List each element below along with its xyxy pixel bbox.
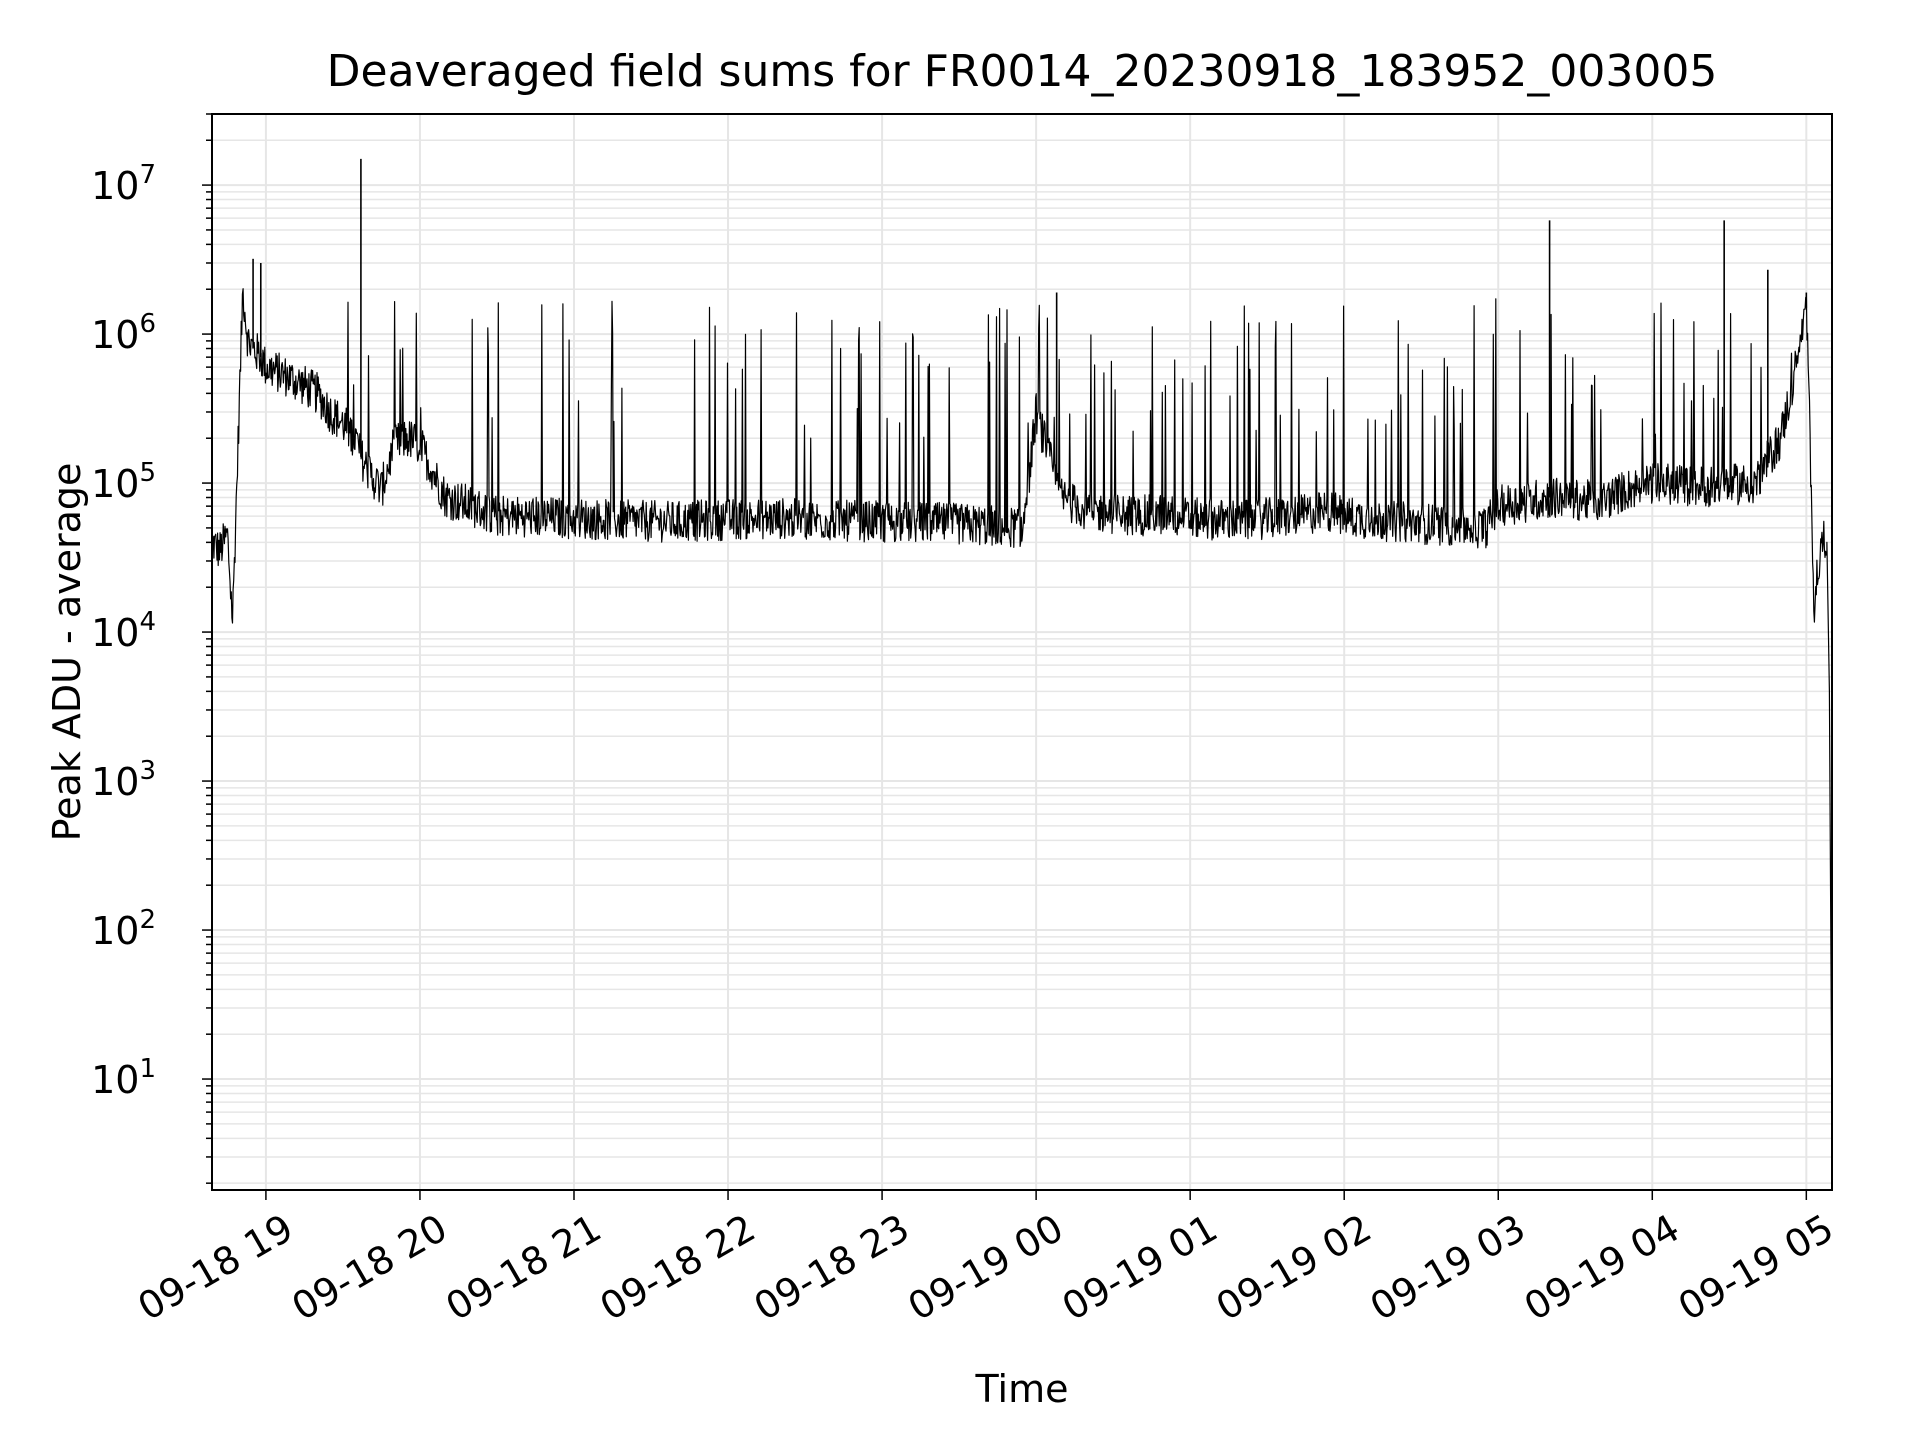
y-tick-label: 101 (91, 1054, 156, 1102)
y-axis: 101 102 103 104 105 106 107 (91, 113, 212, 1184)
plot-area (211, 158, 1833, 1139)
series-line (211, 288, 1833, 1139)
y-tick-label: 104 (91, 607, 156, 655)
y-tick-label: 103 (91, 756, 156, 804)
y-tick-label: 106 (91, 309, 156, 357)
plot-frame (211, 113, 1833, 1191)
x-axis-label: Time (975, 1367, 1069, 1411)
y-tick-label: 107 (91, 160, 156, 208)
chart-title: Deaveraged field sums for FR0014_2023091… (327, 46, 1718, 97)
y-tick-label: 102 (91, 905, 156, 953)
y-axis-label: Peak ADU - average (45, 463, 89, 842)
grid (212, 113, 1832, 1190)
y-tick-label: 105 (91, 458, 156, 506)
